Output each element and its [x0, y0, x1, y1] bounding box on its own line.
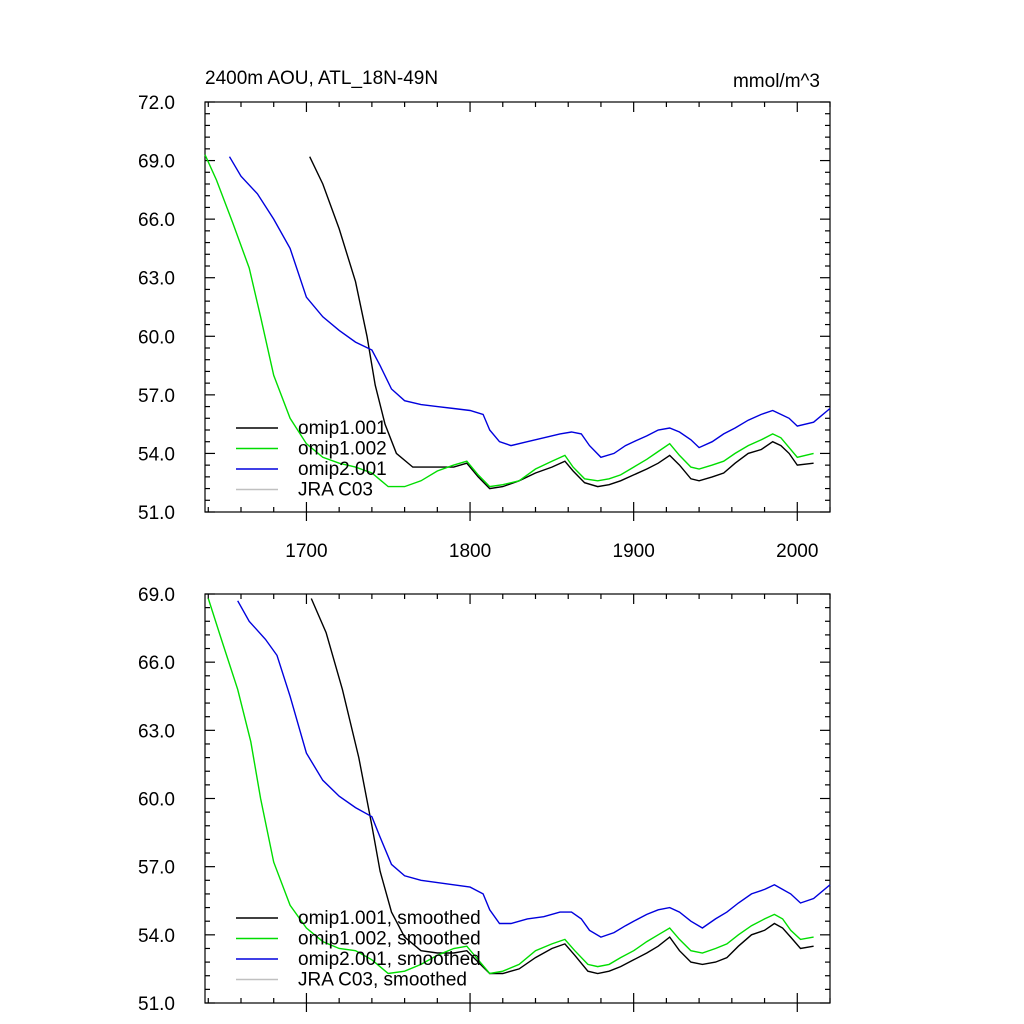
y-tick-label: 66.0	[138, 653, 175, 674]
y-tick-label: 60.0	[138, 327, 175, 348]
legend-label: omip1.002, smoothed	[298, 929, 481, 950]
y-tick-label: 72.0	[138, 93, 175, 114]
y-tick-label: 57.0	[138, 386, 175, 407]
legend-label: omip2.001	[298, 459, 387, 480]
y-tick-label: 57.0	[138, 858, 175, 879]
x-tick-label: 1700	[285, 541, 327, 562]
series-line	[204, 154, 814, 488]
legend-label: omip1.001	[298, 418, 387, 439]
legend-label: omip1.001, smoothed	[298, 908, 481, 929]
y-tick-label: 51.0	[138, 994, 175, 1015]
y-tick-label: 54.0	[138, 444, 175, 465]
plot-frame	[204, 101, 831, 513]
x-tick-label: 1800	[449, 541, 491, 562]
y-tick-label: 60.0	[138, 790, 175, 811]
y-tick-label: 69.0	[138, 585, 175, 606]
series-line	[207, 598, 814, 975]
panel-title: 2400m AOU, ATL_18N-49N	[205, 68, 438, 89]
legend-label: JRA C03	[298, 480, 373, 501]
series-line	[309, 156, 814, 490]
x-tick-label: 2000	[776, 541, 818, 562]
legend-label: omip2.001, smoothed	[298, 949, 481, 970]
y-tick-label: 51.0	[138, 503, 175, 524]
y-tick-label: 63.0	[138, 269, 175, 290]
y-tick-label: 66.0	[138, 210, 175, 231]
legend-label: omip1.002	[298, 439, 387, 460]
series-line	[237, 600, 831, 938]
y-tick-label: 54.0	[138, 926, 175, 947]
series-line	[228, 156, 831, 459]
units-label: mmol/m^3	[733, 71, 820, 92]
top-panel: 2400m AOU, ATL_18N-49N mmol/m^3 1700 1800…	[138, 68, 831, 562]
y-tick-label: 69.0	[138, 152, 175, 173]
series-line	[310, 598, 814, 975]
y-tick-label: 63.0	[138, 721, 175, 742]
x-tick-label: 1900	[613, 541, 655, 562]
legend-label: JRA C03, smoothed	[298, 970, 467, 991]
bottom-panel: 51.0 54.0 57.0 60.0 63.0 66.0 69.0 omip1.001, s…	[138, 585, 831, 1015]
